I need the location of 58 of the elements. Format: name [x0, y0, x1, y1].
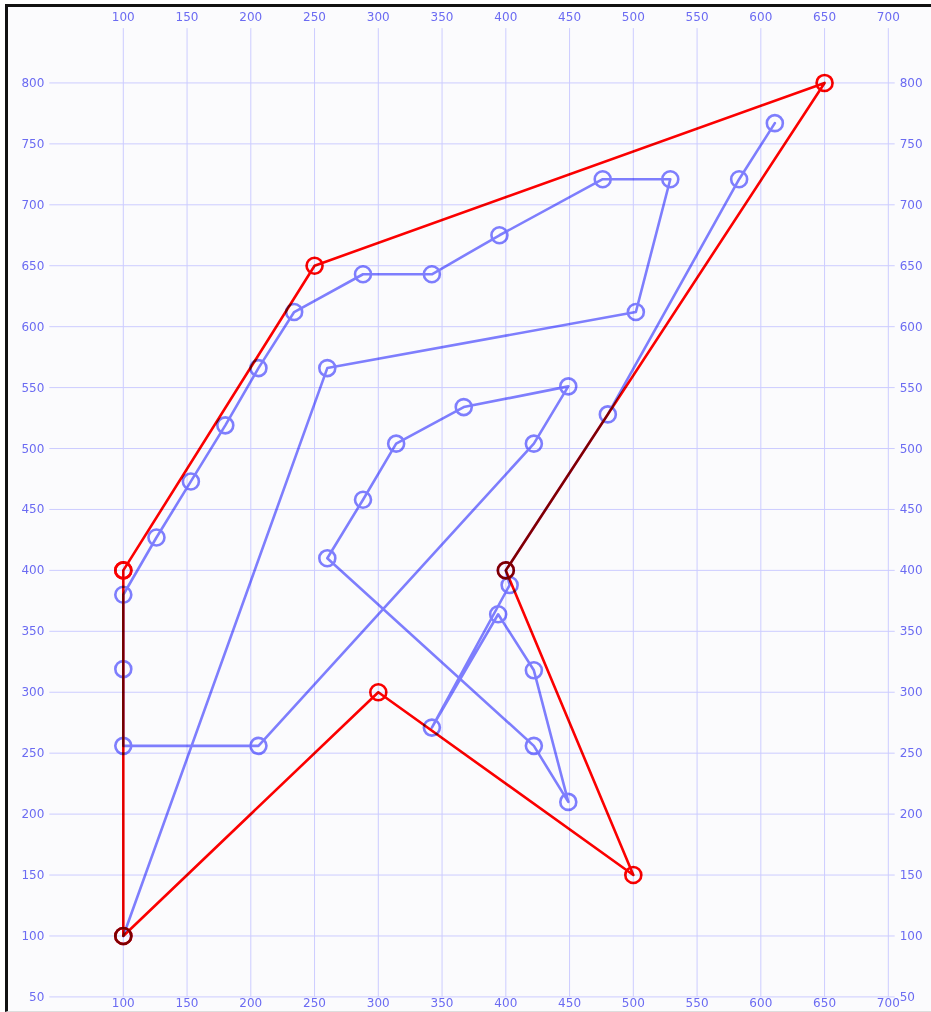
x2-tick-label: 500 — [621, 10, 645, 24]
x2-tick-label: 300 — [366, 10, 390, 24]
y2-tick-label: 350 — [899, 624, 923, 639]
x2-tick-label: 650 — [813, 10, 837, 24]
x2-tick-label: 250 — [303, 10, 327, 24]
y2-tick-label: 450 — [899, 502, 923, 517]
y-tick-label: 750 — [21, 136, 45, 151]
y2-tick-label: 600 — [899, 319, 923, 334]
x-tick-label: 600 — [749, 995, 773, 1010]
y2-tick-label: 200 — [899, 807, 923, 822]
y-tick-label: 100 — [21, 928, 45, 943]
y2-tick-label: 50 — [899, 989, 915, 1004]
y-tick-label: 400 — [21, 563, 45, 578]
y2-tick-label: 700 — [899, 197, 923, 212]
x-tick-label: 450 — [558, 995, 582, 1010]
x2-tick-label: 600 — [749, 10, 773, 24]
y-tick-label: 550 — [21, 380, 45, 395]
y2-tick-label: 150 — [899, 868, 923, 883]
y-tick-label: 250 — [21, 746, 45, 761]
x-tick-label: 200 — [239, 995, 263, 1010]
y-tick-label: 700 — [21, 197, 45, 212]
x-tick-label: 250 — [303, 995, 327, 1010]
x2-tick-label: 150 — [175, 10, 199, 24]
y2-tick-label: 400 — [899, 563, 923, 578]
y-tick-label: 800 — [21, 75, 45, 90]
x2-tick-label: 400 — [494, 10, 518, 24]
y-tick-label: 50 — [29, 989, 45, 1004]
y-tick-label: 600 — [21, 319, 45, 334]
x2-tick-label: 350 — [430, 10, 454, 24]
x-tick-label: 500 — [621, 995, 645, 1010]
x2-tick-label: 550 — [685, 10, 709, 24]
y-tick-label: 150 — [21, 868, 45, 883]
y-tick-label: 500 — [21, 441, 45, 456]
x-tick-label: 400 — [494, 995, 518, 1010]
x-tick-label: 700 — [876, 995, 900, 1010]
x-tick-label: 100 — [111, 995, 135, 1010]
y2-tick-label: 800 — [899, 75, 923, 90]
y2-tick-label: 250 — [899, 746, 923, 761]
x-tick-label: 650 — [813, 995, 837, 1010]
y2-tick-label: 750 — [899, 136, 923, 151]
x2-tick-label: 100 — [111, 10, 135, 24]
y2-tick-label: 550 — [899, 380, 923, 395]
x-tick-label: 550 — [685, 995, 709, 1010]
y-tick-label: 300 — [21, 685, 45, 700]
x-tick-label: 300 — [366, 995, 390, 1010]
y2-tick-label: 100 — [899, 928, 923, 943]
y2-tick-label: 300 — [899, 685, 923, 700]
y2-tick-label: 650 — [899, 258, 923, 273]
x-tick-label: 150 — [175, 995, 199, 1010]
y-tick-label: 650 — [21, 258, 45, 273]
y-tick-label: 350 — [21, 624, 45, 639]
y2-tick-label: 500 — [899, 441, 923, 456]
x2-tick-label: 450 — [558, 10, 582, 24]
y-tick-label: 200 — [21, 807, 45, 822]
y-tick-label: 450 — [21, 502, 45, 517]
x-tick-label: 350 — [430, 995, 454, 1010]
x2-tick-label: 700 — [876, 10, 900, 24]
x2-tick-label: 200 — [239, 10, 263, 24]
